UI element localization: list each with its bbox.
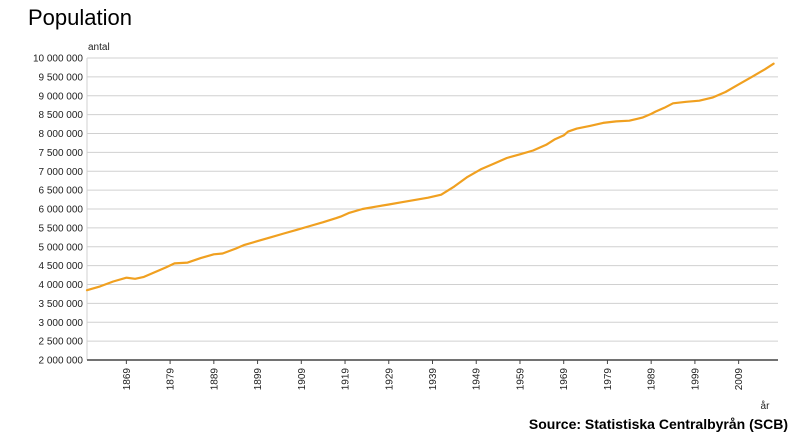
- y-tick-label: 2 000 000: [39, 356, 84, 367]
- x-tick-label: 1939: [428, 368, 439, 391]
- x-tick-label: 1969: [559, 368, 570, 391]
- x-tick-label: 1889: [209, 368, 220, 391]
- y-tick-label: 4 000 000: [39, 280, 84, 291]
- x-tick-label: 1879: [166, 368, 177, 391]
- y-tick-label: 5 000 000: [39, 242, 84, 253]
- source-note: Source: Statistiska Centralbyrån (SCB): [528, 416, 788, 432]
- y-tick-label: 9 500 000: [39, 72, 84, 83]
- x-tick-label: 1979: [603, 368, 614, 391]
- x-tick-label: 1949: [472, 368, 483, 391]
- x-tick-label: 2009: [734, 368, 745, 391]
- x-tick-label: 1899: [253, 368, 264, 391]
- chart-title: Population: [28, 5, 132, 30]
- y-tick-label: 10 000 000: [33, 54, 83, 65]
- y-tick-label: 4 500 000: [39, 261, 84, 272]
- y-tick-label: 7 500 000: [39, 148, 84, 159]
- y-tick-label: 3 000 000: [39, 318, 84, 329]
- x-tick-label: 1919: [341, 368, 352, 391]
- y-tick-label: 3 500 000: [39, 299, 84, 310]
- y-tick-label: 9 000 000: [39, 91, 84, 102]
- x-tick-label: 1989: [647, 368, 658, 391]
- y-tick-label: 8 500 000: [39, 110, 84, 121]
- x-axis-tick-labels: 1869 1879 1889 1899 1909 1919 1929 1939 1949 1959…: [122, 360, 745, 390]
- y-axis-tick-labels: 2 000 000 2 500 000 3 000 000 3 500 000 4 00…: [33, 54, 83, 367]
- y-tick-label: 6 000 000: [39, 205, 84, 216]
- y-axis-unit-label: antal: [88, 42, 110, 53]
- x-tick-label: 1959: [515, 368, 526, 391]
- x-axis-unit-label: år: [761, 400, 771, 412]
- y-tick-label: 5 500 000: [39, 223, 84, 234]
- y-tick-label: 8 000 000: [39, 129, 84, 140]
- population-series-line: [85, 62, 775, 292]
- x-tick-label: 1869: [122, 368, 133, 391]
- y-tick-label: 6 500 000: [39, 186, 84, 197]
- gridlines: [86, 57, 778, 361]
- y-tick-label: 7 000 000: [39, 167, 84, 178]
- y-tick-label: 2 500 000: [39, 337, 84, 348]
- x-tick-label: 1999: [690, 368, 701, 391]
- x-tick-label: 1929: [384, 368, 395, 391]
- x-tick-label: 1909: [297, 368, 308, 391]
